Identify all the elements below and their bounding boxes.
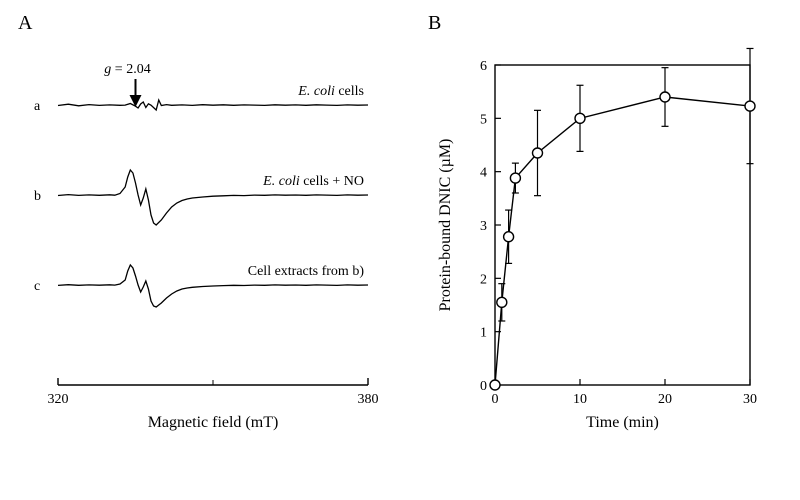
panel-b-xtick-label: 30 — [743, 392, 757, 407]
data-marker — [497, 297, 507, 307]
trace-label-c: Cell extracts from b) — [248, 264, 365, 279]
panel-b-ytick-label: 1 — [480, 326, 487, 341]
panel-b-ytick-label: 4 — [480, 166, 487, 181]
panel-b-xtick-label: 10 — [573, 392, 587, 407]
panel-b-svg: 0 1 2 3 4 5 6 0 10 20 30 Time (min) Protein-bound DN… — [430, 45, 770, 465]
panel-b-ytick-label: 3 — [480, 219, 487, 234]
data-marker — [575, 113, 585, 123]
trace-letter-a: a — [34, 99, 41, 114]
data-marker — [510, 173, 520, 183]
data-marker — [490, 380, 500, 390]
panel-b-ytick-label: 2 — [480, 272, 487, 287]
data-marker — [504, 232, 514, 242]
panel-b-ytick-label: 0 — [480, 379, 487, 394]
panel-a-xtick-label: 320 — [48, 392, 69, 407]
panel-a-xlabel: Magnetic field (mT) — [148, 414, 279, 431]
panel-a-label: A — [18, 12, 32, 35]
panel-a-xtick-label: 380 — [358, 392, 379, 407]
panel-b-xtick-label: 20 — [658, 392, 672, 407]
g-value-label: g = 2.04 — [104, 62, 150, 77]
panel-b-ytick-label: 5 — [480, 112, 487, 127]
panel-b-ytick-label: 6 — [480, 59, 487, 74]
data-marker — [660, 92, 670, 102]
trace-label-a: E. coli cells — [297, 84, 364, 99]
epr-trace-a — [58, 100, 368, 110]
trace-letter-c: c — [34, 279, 40, 294]
trace-label-b: E. coli cells + NO — [262, 174, 364, 189]
panel-b-ylabel: Protein-bound DNIC (µM) — [437, 139, 454, 312]
panel-b-line — [495, 97, 750, 385]
trace-letter-b: b — [34, 189, 41, 204]
panel-a-svg: a E. coli cells b E. coli cells + NO c Cell e… — [30, 45, 390, 465]
data-marker — [745, 101, 755, 111]
panel-b-xlabel: Time (min) — [586, 414, 659, 431]
panel-b-label: B — [428, 12, 441, 35]
panel-b-xtick-label: 0 — [492, 392, 499, 407]
panel-b-axes-box — [495, 65, 750, 385]
data-marker — [533, 148, 543, 158]
